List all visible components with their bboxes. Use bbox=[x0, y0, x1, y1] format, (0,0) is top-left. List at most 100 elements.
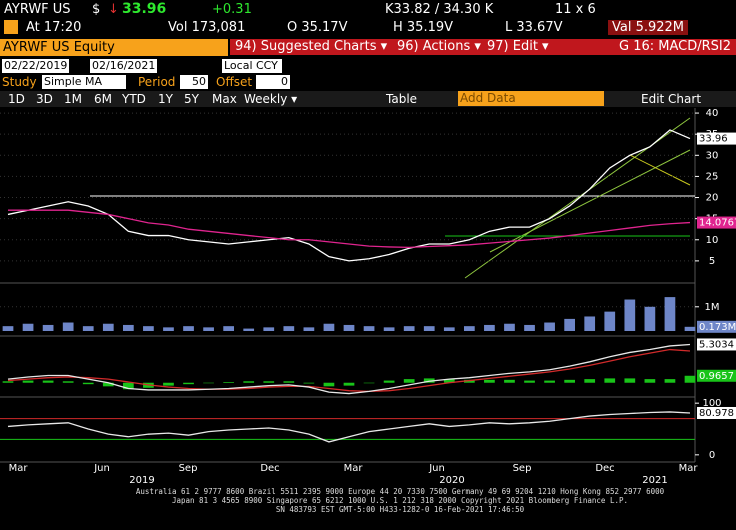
low: L 33.67V bbox=[505, 20, 563, 35]
bar bbox=[263, 381, 275, 383]
bar bbox=[403, 379, 415, 383]
bar bbox=[82, 382, 94, 385]
bar bbox=[484, 379, 495, 383]
range-button[interactable]: 1Y bbox=[158, 92, 173, 106]
y-tick-label: 0 bbox=[709, 450, 715, 461]
range-button[interactable]: Max bbox=[212, 92, 237, 106]
table[interactable]: Table bbox=[386, 92, 418, 106]
bar bbox=[423, 326, 435, 331]
bar bbox=[484, 324, 495, 331]
offset-label: Offset bbox=[216, 75, 253, 89]
study[interactable]: Simple MA bbox=[42, 75, 126, 89]
x-year-label: 2021 bbox=[642, 475, 667, 486]
x-tick-label: Jun bbox=[428, 463, 445, 474]
time: At 17:20 bbox=[26, 20, 82, 35]
footer-line: Australia 61 2 9777 8600 Brazil 5511 239… bbox=[135, 487, 665, 496]
bar bbox=[463, 326, 475, 331]
bar bbox=[504, 379, 515, 383]
add-data[interactable]: Add Data bbox=[458, 91, 604, 106]
bar bbox=[82, 326, 94, 331]
bar bbox=[102, 323, 114, 331]
range-button[interactable]: YTD bbox=[122, 92, 146, 106]
bar bbox=[183, 326, 194, 331]
arrow: ↓ bbox=[108, 2, 119, 17]
bar bbox=[564, 318, 576, 331]
bar bbox=[343, 382, 355, 386]
bar bbox=[303, 382, 315, 384]
bar bbox=[463, 379, 475, 383]
bar bbox=[684, 375, 696, 383]
y-tick-label: 40 bbox=[706, 108, 719, 119]
bar bbox=[423, 378, 435, 383]
bar bbox=[243, 381, 255, 383]
series-line bbox=[7, 411, 691, 443]
y-tick-label: 5 bbox=[709, 256, 715, 267]
bar bbox=[604, 311, 616, 331]
trend-line bbox=[489, 149, 691, 253]
bar bbox=[524, 324, 535, 331]
range-button[interactable]: 5Y bbox=[184, 92, 199, 106]
bar bbox=[584, 379, 596, 383]
bar bbox=[323, 323, 335, 331]
bar bbox=[42, 324, 54, 331]
bar bbox=[2, 326, 14, 331]
bar bbox=[684, 326, 696, 331]
bar bbox=[443, 327, 455, 331]
bar bbox=[243, 328, 255, 331]
y-tick-label: 1M bbox=[705, 302, 720, 313]
bar bbox=[203, 382, 214, 384]
last-value-box bbox=[697, 216, 736, 229]
edit-chart[interactable]: Edit Chart bbox=[641, 92, 702, 106]
start-date[interactable]: 02/22/2019 bbox=[2, 59, 70, 73]
currency-field[interactable]: Local CCY bbox=[222, 59, 282, 73]
bar bbox=[203, 327, 214, 331]
range-button[interactable]: 3D bbox=[36, 92, 53, 106]
range-button[interactable]: 1M bbox=[64, 92, 82, 106]
bar bbox=[403, 326, 415, 331]
bar bbox=[283, 381, 295, 383]
bar bbox=[62, 381, 74, 383]
actions[interactable]: 96) Actions ▾ bbox=[392, 39, 486, 55]
bar bbox=[22, 323, 34, 331]
bar bbox=[2, 381, 14, 383]
last-value-label: 80.978 bbox=[699, 408, 734, 419]
ticker: AYRWF US bbox=[4, 2, 71, 17]
bar bbox=[584, 316, 596, 331]
size: 11 x 6 bbox=[555, 2, 596, 17]
suggested-charts[interactable]: 94) Suggested Charts ▾ bbox=[230, 39, 393, 55]
end-date[interactable]: 02/16/2021 bbox=[90, 59, 158, 73]
price: 33.96 bbox=[122, 1, 167, 17]
x-tick-label: Mar bbox=[679, 463, 699, 474]
bar bbox=[644, 306, 656, 331]
volume: Vol 173,081 bbox=[168, 20, 246, 35]
y-tick-label: 10 bbox=[706, 235, 719, 246]
last-value-box bbox=[697, 406, 736, 419]
bar bbox=[183, 382, 194, 385]
bar bbox=[624, 378, 636, 383]
bar bbox=[383, 380, 395, 383]
footer: Australia 61 2 9777 8600 Brazil 5511 239… bbox=[70, 487, 730, 514]
bar bbox=[62, 322, 74, 331]
quote: K33.82 / 34.30 K bbox=[385, 2, 494, 17]
high: H 35.19V bbox=[393, 20, 454, 35]
last-value-label: 0.9657 bbox=[699, 371, 734, 382]
offset[interactable]: 0 bbox=[256, 75, 290, 89]
range-button[interactable]: 6M bbox=[94, 92, 112, 106]
x-tick-label: Dec bbox=[595, 463, 614, 474]
last-value-box bbox=[697, 320, 736, 333]
x-tick-label: Mar bbox=[9, 463, 29, 474]
range-button[interactable]: 1D bbox=[8, 92, 25, 106]
x-year-label: 2020 bbox=[439, 475, 464, 486]
edit[interactable]: 97) Edit ▾ bbox=[482, 39, 554, 55]
x-tick-label: Sep bbox=[179, 463, 198, 474]
bar bbox=[504, 323, 515, 331]
y-tick-label: 20 bbox=[706, 193, 719, 204]
bar bbox=[223, 326, 235, 331]
open: O 35.17V bbox=[287, 20, 348, 35]
period[interactable]: 50 bbox=[180, 75, 208, 89]
security[interactable]: AYRWF US Equity bbox=[0, 39, 228, 56]
series-line bbox=[7, 348, 691, 393]
frequency[interactable]: Weekly ▾ bbox=[244, 92, 298, 106]
